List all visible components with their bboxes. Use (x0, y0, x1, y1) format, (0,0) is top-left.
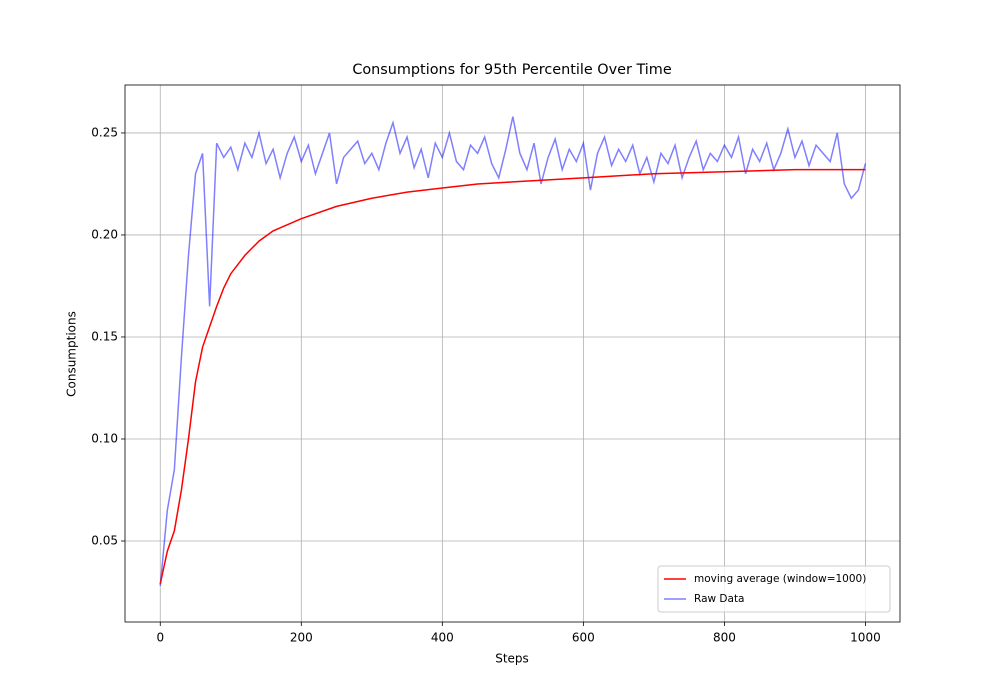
x-tick-label: 1000 (850, 631, 881, 645)
legend-label: Raw Data (694, 593, 745, 605)
y-axis-label: Consumptions (65, 311, 79, 397)
legend-label: moving average (window=1000) (694, 573, 866, 585)
y-tick-label: 0.10 (91, 431, 118, 445)
y-tick-label: 0.20 (91, 227, 118, 241)
plot-frame (124, 84, 901, 623)
x-axis-label: Steps (495, 652, 529, 666)
y-tick-label: 0.25 (91, 125, 118, 139)
x-tick-label: 0 (156, 631, 164, 645)
y-tick-label: 0.15 (91, 329, 118, 343)
chart-title: Consumptions for 95th Percentile Over Ti… (352, 62, 672, 78)
x-tick-label: 600 (572, 631, 595, 645)
legend: moving average (window=1000) Raw Data (657, 565, 891, 613)
legend-box (657, 565, 891, 613)
series-line (159, 168, 866, 585)
series-line (159, 116, 867, 586)
x-tick-label: 200 (290, 631, 313, 645)
x-tick-label: 800 (713, 631, 736, 645)
y-tick-label: 0.05 (91, 534, 118, 548)
x-tick-label: 400 (431, 631, 454, 645)
